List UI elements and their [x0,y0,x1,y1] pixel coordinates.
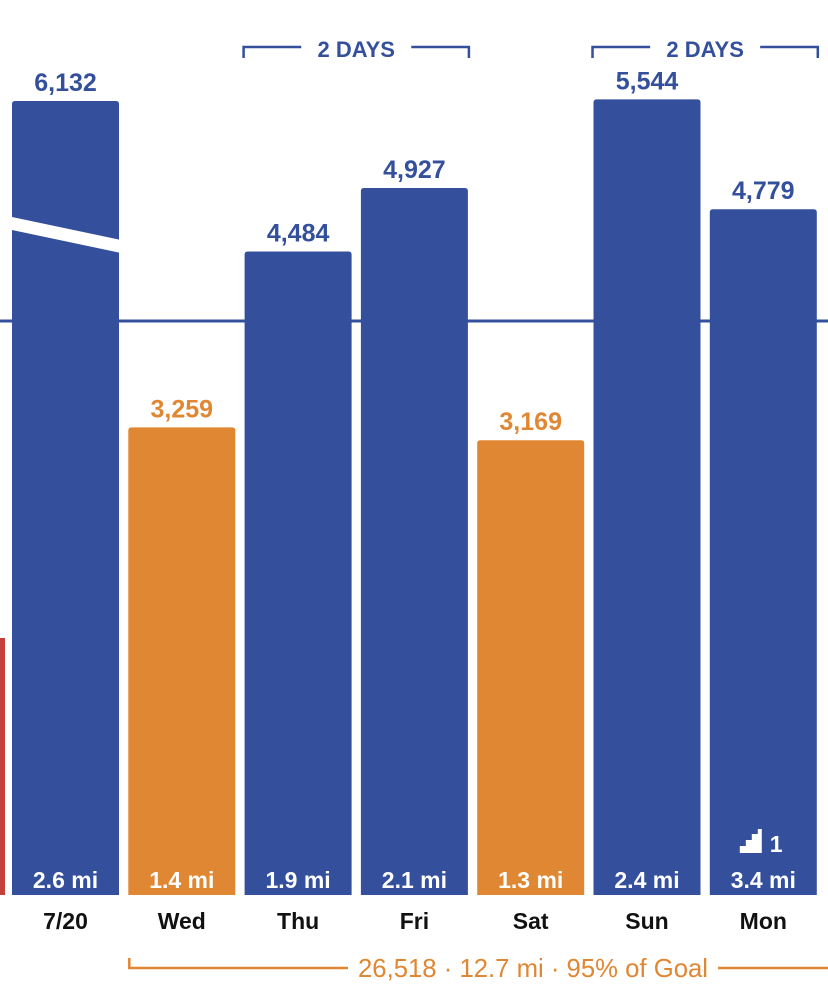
value-label: 4,484 [267,220,330,248]
bar-Mon [709,209,817,895]
streak-label: 2 DAYS [318,37,395,62]
value-label: 6,132 [34,69,97,97]
distance-label: 1.9 mi [265,867,330,893]
stairs-icon [739,829,762,853]
bar-7-20 [12,101,119,895]
day-label: Fri [400,908,429,934]
value-label: 3,259 [151,395,214,423]
bar-Wed [128,427,236,895]
summary-text: 26,518 · 12.7 mi · 95% of Goal [358,953,708,983]
bar-Sat [477,440,585,895]
distance-label: 2.1 mi [382,867,447,893]
offscreen-bar [0,638,5,895]
distance-label: 2.4 mi [614,867,679,893]
bar-Sun [593,99,701,896]
value-label: 4,927 [383,156,446,184]
summary-bracket [128,958,828,970]
distance-label: 1.4 mi [149,867,214,893]
value-label: 5,544 [616,67,679,95]
value-label: 3,169 [499,408,562,436]
day-label: Sun [625,908,668,934]
streak-bracket [242,45,471,58]
day-label: Sat [513,908,549,934]
distance-label: 3.4 mi [731,867,796,893]
day-label: Thu [277,908,319,934]
streak-label: 2 DAYS [666,37,743,62]
value-label: 4,779 [732,177,795,205]
bar-Fri [360,187,468,896]
day-label: 7/20 [43,908,88,934]
distance-label: 2.6 mi [33,867,98,893]
badge-count: 1 [770,831,783,857]
bar-Thu [244,251,352,895]
streak-bracket [591,45,820,58]
axis-break-mark [12,217,121,253]
day-label: Mon [740,908,787,934]
day-label: Wed [158,908,206,934]
distance-label: 1.3 mi [498,867,563,893]
